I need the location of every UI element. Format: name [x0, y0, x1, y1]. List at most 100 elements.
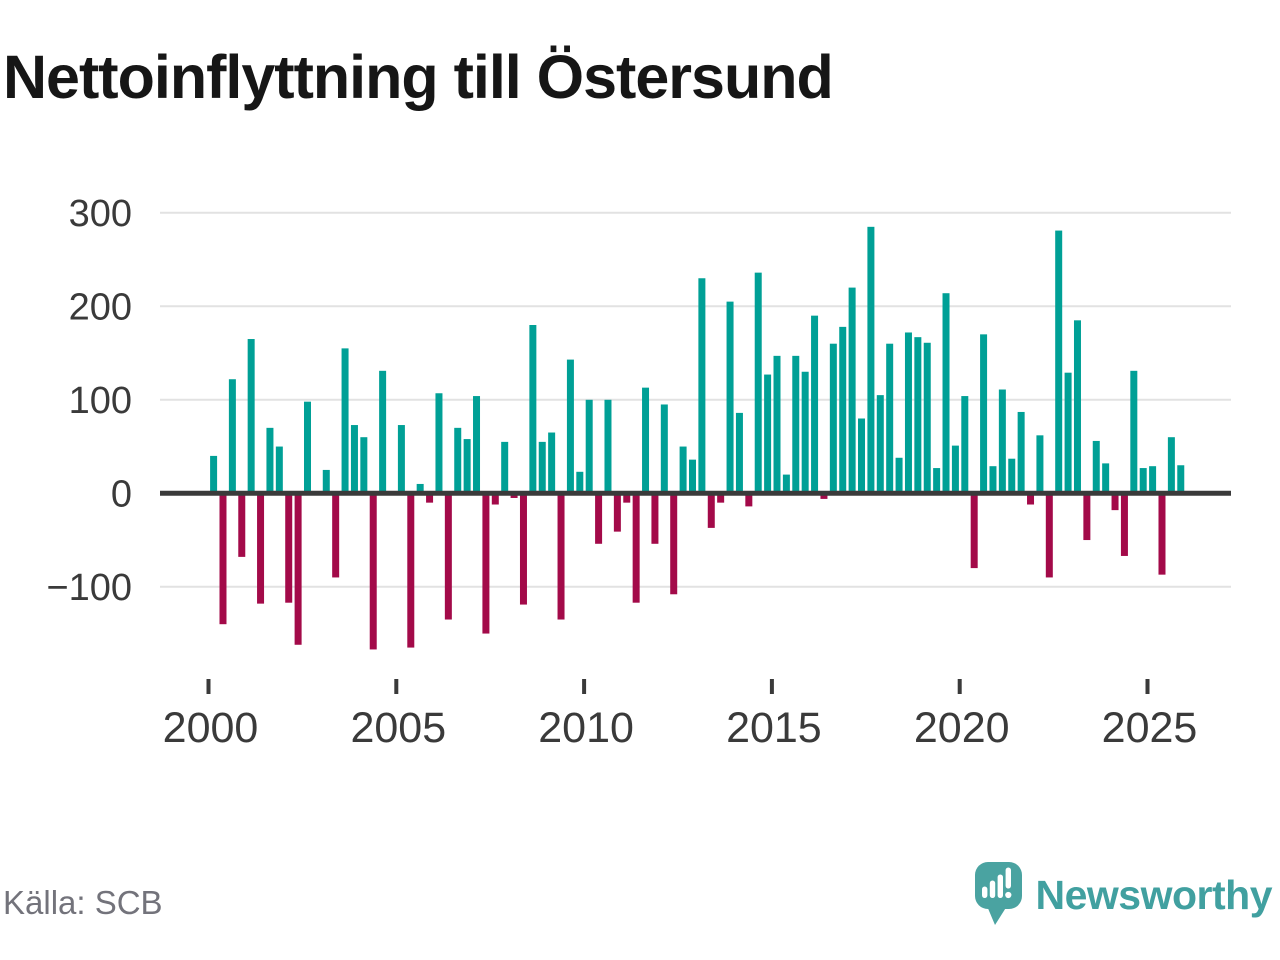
bar — [1102, 463, 1110, 494]
bar — [322, 469, 330, 494]
bar — [651, 493, 659, 544]
bar — [238, 493, 246, 557]
bar — [1045, 493, 1053, 578]
bar — [998, 389, 1006, 494]
bar — [867, 226, 875, 494]
bar — [904, 332, 912, 494]
bar — [247, 339, 255, 494]
logo-bar-1 — [981, 886, 987, 898]
bar — [726, 301, 734, 494]
bar — [801, 371, 809, 494]
bar — [585, 399, 593, 494]
x-tick-label: 2020 — [914, 704, 1010, 752]
logo-bar-2 — [989, 880, 995, 898]
bar — [839, 326, 847, 494]
bar — [989, 466, 997, 494]
bar — [1177, 465, 1185, 494]
bar — [1055, 230, 1063, 494]
bar — [679, 446, 687, 494]
bar — [876, 395, 884, 494]
bar — [219, 493, 227, 625]
bar — [707, 493, 715, 528]
bar — [210, 455, 218, 494]
bar — [670, 493, 678, 595]
bar — [782, 474, 790, 494]
bar — [604, 399, 612, 494]
x-tick-label: 2025 — [1102, 704, 1198, 752]
bar — [228, 379, 236, 494]
bar — [304, 401, 311, 494]
bar — [341, 348, 349, 494]
logo-exclamation-dot — [1004, 891, 1011, 899]
bar — [792, 355, 800, 494]
bar — [961, 396, 969, 494]
bar — [463, 439, 471, 494]
bar — [858, 418, 866, 494]
y-tick-label: 100 — [69, 380, 132, 422]
bar — [829, 343, 837, 494]
bar — [970, 493, 978, 569]
bar — [350, 425, 358, 494]
bar — [698, 278, 706, 494]
bar — [914, 337, 922, 494]
brand-footer: Newsworthy — [974, 855, 1273, 935]
bar — [951, 445, 959, 494]
x-tick-label: 2015 — [726, 704, 822, 752]
bar — [980, 334, 988, 494]
bar — [632, 493, 640, 603]
page-title: Nettoinflyttning till Östersund — [3, 43, 834, 111]
bar — [717, 493, 725, 503]
bar — [660, 404, 668, 494]
bar — [1027, 493, 1035, 505]
bar — [886, 343, 894, 494]
bar — [745, 493, 753, 507]
bar — [275, 446, 283, 494]
y-tick-label: −100 — [46, 567, 132, 609]
bar — [1111, 493, 1119, 511]
bar — [623, 493, 631, 503]
bar — [1158, 493, 1166, 575]
bar — [1064, 372, 1072, 494]
bar — [1073, 320, 1081, 494]
brand-wordmark: Newsworthy — [1035, 871, 1273, 918]
bar — [379, 370, 387, 494]
y-tick-label: 0 — [111, 473, 132, 515]
newsworthy-logo-icon — [974, 862, 1022, 925]
bar — [332, 493, 340, 578]
bar — [754, 272, 762, 494]
bar — [1017, 411, 1025, 494]
bar — [548, 432, 556, 494]
bar — [566, 359, 574, 494]
bar — [416, 483, 424, 494]
bar — [1083, 493, 1091, 541]
bar — [895, 457, 903, 494]
bar — [642, 387, 650, 494]
x-tick-label: 2010 — [538, 704, 634, 752]
x-tick-label: 2000 — [163, 704, 259, 752]
bar — [820, 493, 828, 499]
source-label: Källa: SCB — [3, 884, 163, 921]
bar — [1008, 458, 1016, 494]
bar — [360, 437, 368, 494]
bar — [1130, 370, 1138, 494]
bar — [369, 493, 377, 650]
bar — [538, 441, 546, 494]
bar — [1139, 468, 1147, 494]
bar — [285, 493, 293, 603]
bar — [688, 459, 696, 494]
logo-bar-3 — [997, 874, 1003, 898]
bar — [473, 396, 481, 494]
y-tick-label: 300 — [69, 193, 132, 235]
bar — [933, 468, 941, 494]
bar — [811, 315, 819, 494]
bar — [294, 493, 302, 645]
bar — [942, 293, 950, 494]
y-tick-label: 200 — [69, 286, 132, 328]
bar — [595, 493, 603, 544]
bar — [397, 425, 405, 494]
bar — [1120, 493, 1128, 556]
logo-exclamation-bar — [1005, 867, 1011, 889]
x-tick-label: 2005 — [350, 704, 446, 752]
bar — [848, 287, 856, 494]
